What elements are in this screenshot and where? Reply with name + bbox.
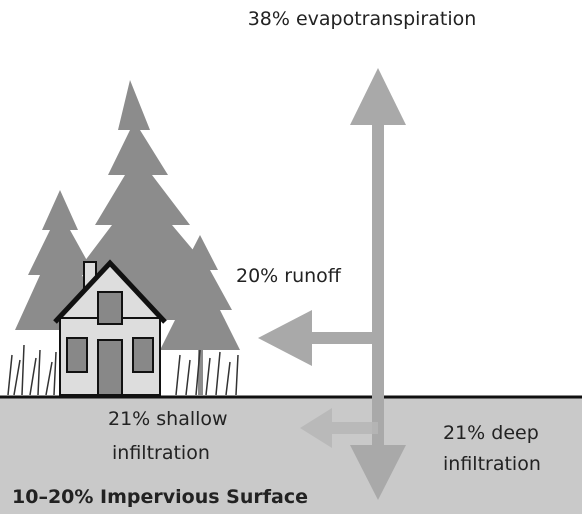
ground — [0, 397, 582, 514]
arrows — [258, 68, 406, 500]
deep-label: 21% deep — [443, 422, 539, 444]
deep-label: infiltration — [443, 453, 541, 475]
footer: 10–20% Impervious Surface — [12, 486, 308, 508]
runoff-label: 20% runoff — [236, 265, 342, 287]
grass — [7, 344, 239, 396]
house — [53, 259, 167, 396]
shallow-arrow — [300, 408, 378, 448]
shallow-label: 21% shallow — [108, 408, 228, 430]
evapotranspiration-label: 38% evapotranspiration — [248, 8, 477, 30]
shallow-label: infiltration — [112, 442, 210, 464]
